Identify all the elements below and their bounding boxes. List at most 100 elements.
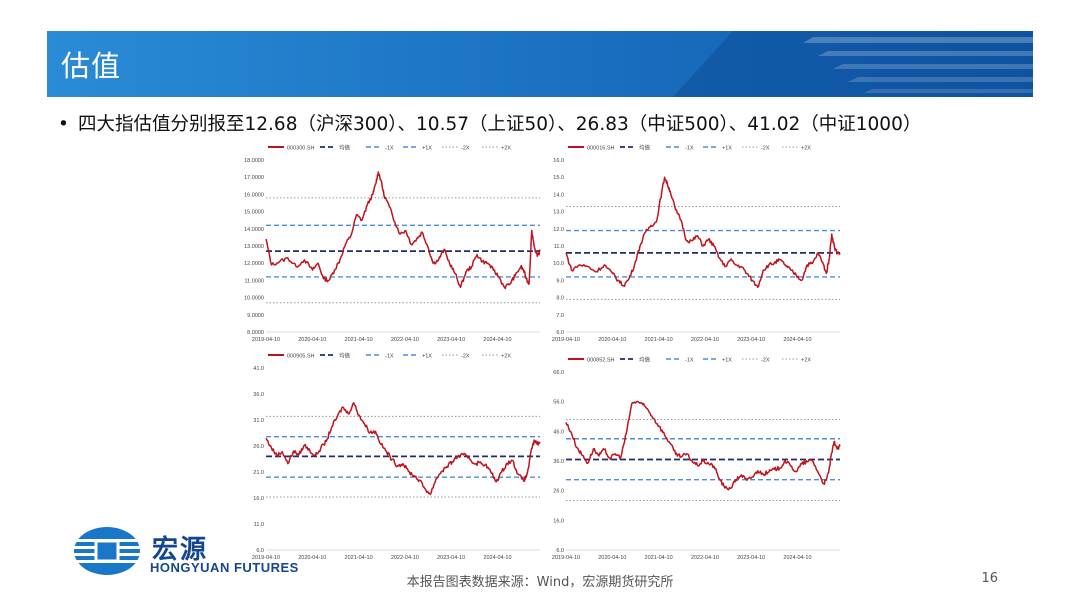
x-tick-label: 2024-04-10 [483,337,511,343]
legend-label: +2X [801,146,811,152]
y-tick-label: 21.0 [253,470,264,476]
y-tick-label: 18.0000 [244,158,264,164]
x-tick-label: 2023-04-10 [437,337,465,343]
x-tick-label: 2023-04-10 [737,337,765,343]
y-tick-label: 16.0 [553,158,564,164]
y-tick-label: 17.0000 [244,175,264,181]
y-tick-label: 15.0000 [244,210,264,216]
banner-stripes [673,31,1033,97]
logo-emblem [74,527,140,575]
y-tick-label: 6.0 [256,548,264,554]
y-tick-label: 31.0 [253,418,264,424]
legend-label: 000905.SH [287,354,315,360]
y-tick-label: 26.0 [553,489,564,495]
x-tick-label: 2023-04-10 [737,555,765,561]
chart-csi300-svg: 000300.SH 均值 -1X +1X -2X +2X 8.0000 9.0000 10.00… [244,144,541,343]
x-tick-label: 2022-04-10 [691,555,719,561]
chart-csi300-pe: 000300.SH 均值 -1X +1X -2X +2X 8.0000 9.0000 10.00… [238,140,550,346]
x-tick-label: 2020-04-10 [598,555,626,561]
legend-label: +1X [422,354,432,360]
chart-csi1000-svg: 000852.SH 均值 -1X +1X -2X +2X 6.0 16.0 26.0 36.0 46… [552,356,841,561]
legend-label: -2X [461,146,470,152]
y-tick-label: 26.0 [253,444,264,450]
legend-label: +2X [801,358,811,364]
legend-label: +2X [501,146,511,152]
legend-label: 均值 [339,144,351,152]
x-tick-label: 2022-04-10 [391,555,419,561]
y-tick-label: 46.0 [553,429,564,435]
legend-label: +1X [722,146,732,152]
title-banner: 估值 [47,31,1033,97]
logo-english-name: HONGYUAN FUTURES [150,560,299,575]
y-tick-label: 10.0000 [244,296,264,302]
y-tick-label: 8.0000 [247,330,264,336]
x-tick-label: 2024-04-10 [783,337,811,343]
x-tick-label: 2024-04-10 [783,555,811,561]
series-line [265,171,541,290]
slide-title: 估值 [61,49,122,83]
y-tick-label: 14.0000 [244,227,264,233]
y-tick-label: 16.0000 [244,192,264,198]
y-tick-label: 14.0 [553,192,564,198]
x-tick-label: 2022-04-10 [691,337,719,343]
y-tick-label: 13.0000 [244,244,264,250]
legend-label: +1X [722,358,732,364]
chart-csi500-pe: 000905.SH 均值 -1X +1X -2X +2X 6.0 11.0 16.0 21.0 26… [238,348,550,564]
y-tick-label: 9.0000 [247,313,264,319]
y-tick-label: 56.0 [553,400,564,406]
legend-label: 000300.SH [287,146,315,152]
chart-sse50-pe: 000016.SH 均值 -1X +1X -2X +2X 6.0 7.0 8.0 9.0 10.0 1… [538,140,850,346]
legend-label: 000852.SH [587,358,615,364]
y-tick-label: 8.0 [556,296,564,302]
x-tick-label: 2022-04-10 [391,337,419,343]
x-tick-label: 2019-04-10 [552,337,580,343]
x-tick-label: 2019-04-10 [252,337,280,343]
legend-label: +1X [422,146,432,152]
series-line [265,402,541,496]
company-logo: 宏源 HONGYUAN FUTURES [72,525,312,580]
x-tick-label: 2019-04-10 [252,555,280,561]
data-source-note: 本报告图表数据来源：Wind，宏源期货研究所 [406,575,674,590]
chart-csi500-svg: 000905.SH 均值 -1X +1X -2X +2X 6.0 11.0 16.0 21.0 26… [252,352,541,561]
logo-chinese-name: 宏源 [152,535,209,565]
bullet-text: 四大指估值分别报至12.68（沪深300）、10.57（上证50）、26.83（… [78,114,922,135]
x-tick-label: 2023-04-10 [437,555,465,561]
bullet-dot: • [58,114,69,135]
legend-label: 000016.SH [587,146,615,152]
chart-csi1000-pe: 000852.SH 均值 -1X +1X -2X +2X 6.0 16.0 26.0 36.0 46… [538,352,850,564]
y-tick-label: 41.0 [253,366,264,372]
x-tick-label: 2020-04-10 [298,337,326,343]
x-tick-label: 2020-04-10 [298,555,326,561]
x-tick-label: 2021-04-10 [645,555,673,561]
x-tick-label: 2021-04-10 [645,337,673,343]
legend-label: -1X [685,358,694,364]
x-tick-label: 2019-04-10 [552,555,580,561]
y-tick-label: 16.0 [553,518,564,524]
legend-label: -2X [461,354,470,360]
x-tick-label: 2024-04-10 [483,555,511,561]
legend-label: 均值 [639,356,651,364]
y-tick-label: 13.0 [553,210,564,216]
series-line [565,176,841,289]
y-tick-label: 11.0000 [245,278,264,284]
legend-label: -1X [685,146,694,152]
y-tick-label: 12.0000 [244,261,264,267]
y-tick-label: 11.0 [254,522,264,528]
y-tick-label: 6.0 [556,548,564,554]
legend-label: -1X [385,146,394,152]
y-tick-label: 11.0 [554,244,564,250]
legend-label: +2X [501,354,511,360]
y-tick-label: 16.0 [253,496,264,502]
legend-label: -1X [385,354,394,360]
page-number: 16 [981,571,998,586]
y-tick-label: 66.0 [553,370,564,376]
y-tick-label: 36.0 [553,459,564,465]
y-tick-label: 9.0 [556,278,564,284]
y-tick-label: 36.0 [253,392,264,398]
y-tick-label: 15.0 [553,175,564,181]
chart-sse50-svg: 000016.SH 均值 -1X +1X -2X +2X 6.0 7.0 8.0 9.0 10.0 1… [552,144,841,343]
x-tick-label: 2021-04-10 [345,337,373,343]
x-tick-label: 2020-04-10 [598,337,626,343]
x-tick-label: 2021-04-10 [345,555,373,561]
legend-label: -2X [761,358,770,364]
